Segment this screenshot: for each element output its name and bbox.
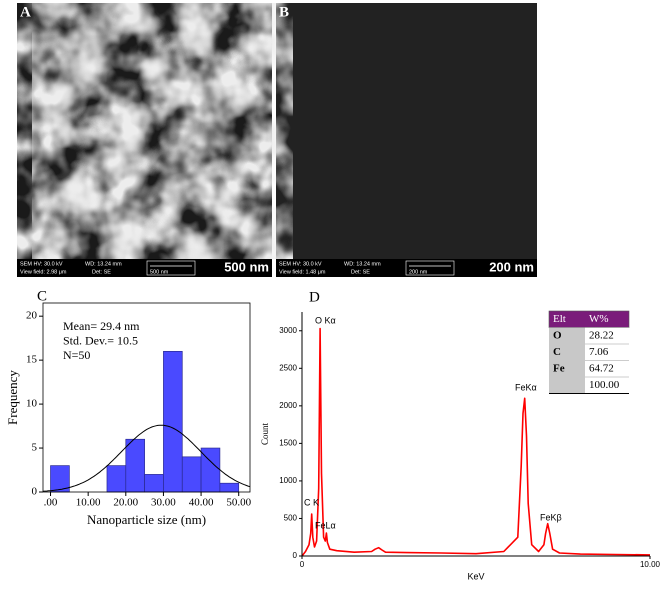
y-tick-label: 3000: [279, 326, 297, 335]
peak-label: O Kα: [315, 315, 336, 325]
info-text: Det: SE: [92, 269, 111, 275]
table-cell: 64.72: [589, 362, 614, 374]
y-tick-label: 15: [26, 354, 38, 366]
scale-small: 500 nm: [150, 269, 169, 275]
y-tick-label: 20: [26, 310, 38, 322]
annotation: N=50: [63, 348, 90, 362]
panel-label: A: [20, 4, 31, 20]
peak-label: FeKα: [515, 382, 537, 392]
y-axis-label: Frequency: [5, 370, 20, 425]
info-text: SEM HV: 30.0 kV: [279, 261, 322, 267]
scale-box: [405, 260, 455, 276]
bar: [163, 350, 183, 493]
x-tick-label: .00: [44, 497, 58, 509]
table-header-cell: Elt: [553, 313, 566, 325]
x-tick-label: 50.00: [226, 497, 251, 509]
annotation: Mean= 29.4 nm: [63, 319, 140, 333]
y-tick-label: 1500: [279, 438, 297, 447]
bar: [144, 474, 164, 493]
table-header-cell: W%: [589, 313, 609, 325]
y-tick-label: 5: [32, 442, 38, 454]
peak-label: C K: [304, 497, 319, 507]
info-text: SEM HV: 30.0 kV: [20, 261, 63, 267]
bar: [106, 465, 127, 493]
scale-label: 500 nm: [224, 259, 269, 274]
info-text: View field: 2.98 μm: [20, 269, 67, 275]
annotation: Std. Dev.= 10.5: [63, 333, 138, 347]
table-cell: C: [553, 346, 561, 358]
plot-frame: [42, 302, 251, 493]
bar: [181, 456, 202, 493]
y-axis-label: Count: [260, 423, 270, 446]
scale-small: 200 nm: [409, 269, 428, 275]
x-tick-label: 40.00: [189, 497, 214, 509]
x-axis-label: KeV: [467, 571, 484, 581]
x-axis-label: Nanoparticle size (nm): [87, 512, 206, 527]
y-tick-label: 500: [284, 514, 298, 523]
table-cell: 7.06: [589, 346, 609, 358]
table-col: [549, 327, 585, 394]
info-text: Det: SE: [351, 269, 370, 275]
x-tick-label: 10.00: [76, 497, 101, 509]
spectrum: [301, 327, 651, 557]
info-text: WD: 13.24 mm: [344, 261, 381, 267]
table-cell: 28.22: [589, 329, 614, 341]
sem-image-b: [32, 3, 537, 259]
panel-label: C: [37, 288, 47, 304]
x-tick-label: 30.00: [151, 497, 176, 509]
bar: [125, 438, 145, 493]
panel-label: B: [279, 4, 289, 20]
x-tick-label: 10.00: [640, 560, 661, 569]
table-cell: Fe: [553, 362, 565, 374]
scale-box: [146, 260, 196, 276]
table-cell: O: [553, 329, 562, 341]
info-bar: [17, 259, 272, 277]
peak-label: FeKβ: [540, 512, 562, 522]
y-tick-label: 2500: [279, 363, 297, 372]
y-tick-label: 0: [293, 551, 298, 560]
fit-curve: [42, 424, 251, 492]
y-tick-label: 1000: [279, 476, 297, 485]
x-tick-label: 0: [300, 560, 305, 569]
y-tick-label: 0: [32, 486, 38, 498]
y-tick-label: 2000: [279, 401, 297, 410]
bar: [219, 482, 240, 493]
info-text: View field: 1.48 μm: [279, 269, 326, 275]
info-text: WD: 13.24 mm: [85, 261, 122, 267]
peak-label: FeLα: [315, 520, 336, 530]
table-total: 100.00: [589, 379, 620, 391]
y-tick-label: 10: [26, 398, 38, 410]
panel-label: D: [309, 289, 320, 305]
scale-label: 200 nm: [489, 259, 534, 274]
info-bar: [276, 259, 537, 277]
x-tick-label: 20.00: [113, 497, 138, 509]
